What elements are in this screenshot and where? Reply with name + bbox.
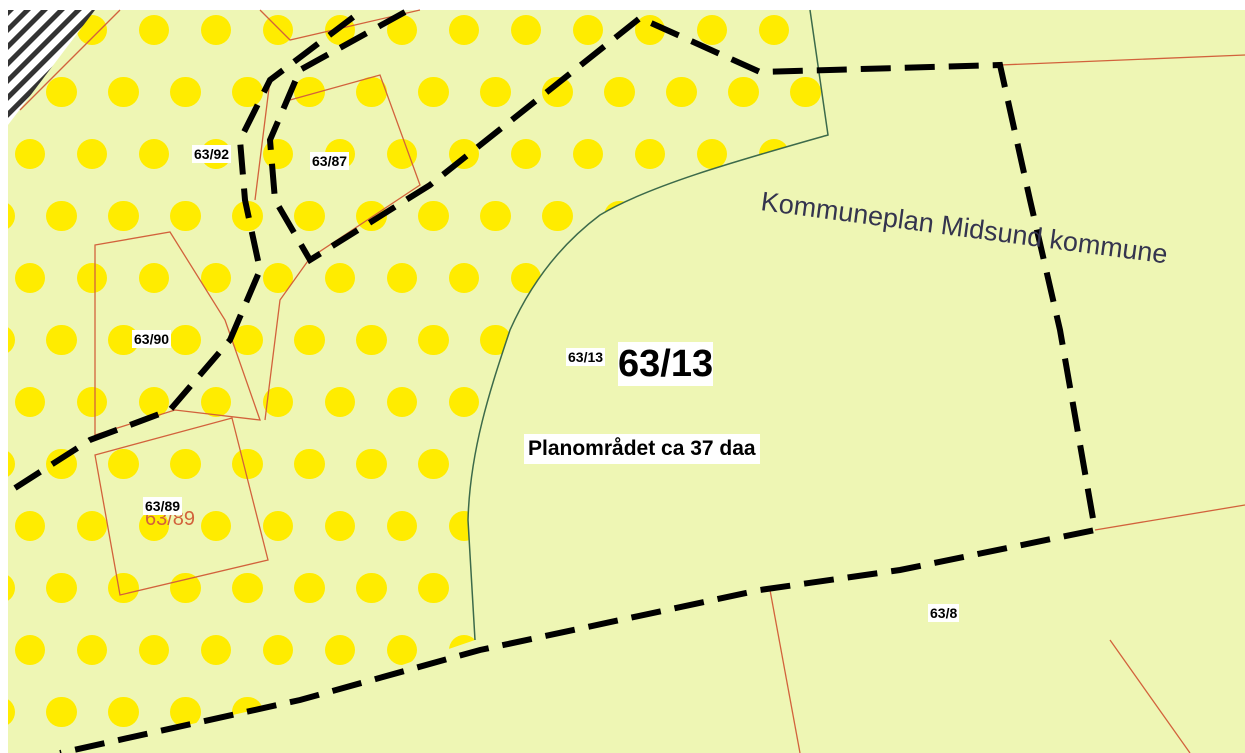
- parcel-lines: [19, 9, 1245, 753]
- main-parcel-label: 63/13: [618, 342, 714, 386]
- parcel-label: 63/13: [566, 348, 606, 366]
- parcel-label: 63/87: [310, 152, 350, 170]
- parcel-label: 63/92: [192, 145, 232, 163]
- parcel-label: 63/89: [143, 497, 183, 515]
- parcel-label: 63/90: [132, 330, 172, 348]
- hatched-zone: [8, 10, 95, 125]
- plan-area-label: Planområdet ca 37 daa: [524, 434, 760, 464]
- parcel-label: 63/8: [928, 604, 960, 622]
- zone-border: [467, 9, 829, 641]
- plan-boundary: [13, 9, 1099, 753]
- dotted-zone: [8, 10, 828, 753]
